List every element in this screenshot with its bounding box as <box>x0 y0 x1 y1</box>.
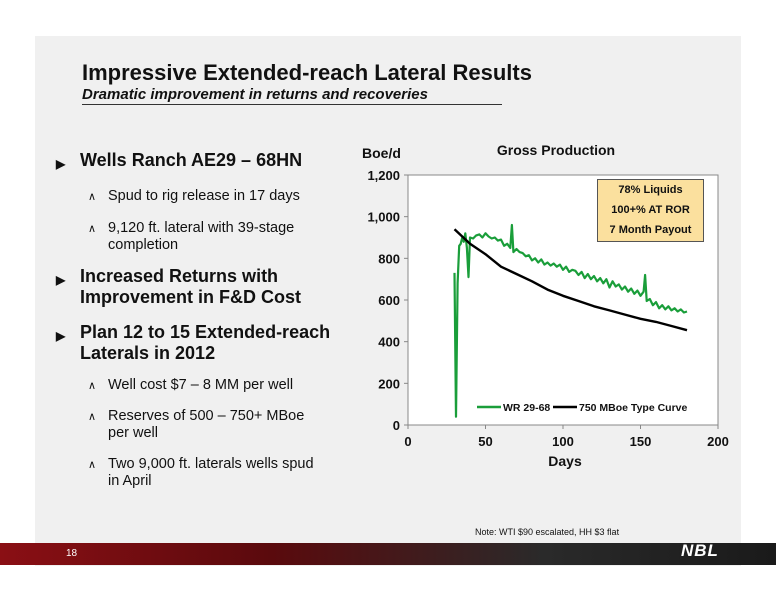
axes: 0 200 400 600 800 1,000 1,200 0 50 100 150 200 <box>367 168 728 449</box>
bullet-chevron-icon: ∧ <box>88 411 97 423</box>
bullet-line: in April <box>108 473 152 489</box>
bullet-line: Reserves of 500 – 750+ MBoe <box>108 408 305 424</box>
results-callout: 78% Liquids 100+% AT ROR 7 Month Payout <box>597 179 704 242</box>
bullet-chevron-icon: ∧ <box>88 459 97 471</box>
page-subtitle: Dramatic improvement in returns and reco… <box>82 86 428 103</box>
bullet-arrow-icon: ▶ <box>56 273 66 287</box>
bullet-text: Reserves of 500 – 750+ MBoe per well <box>108 408 304 442</box>
series-lines <box>453 223 688 418</box>
series-line-type-curve <box>453 228 688 332</box>
bullet-arrow-icon: ▶ <box>56 329 66 343</box>
bullet-text: 9,120 ft. lateral with 39-stage completio… <box>108 220 294 254</box>
bullet-line: Increased Returns with <box>80 266 279 286</box>
chart-title: Gross Production <box>497 142 615 158</box>
bullet-line: 9,120 ft. lateral with 39-stage <box>108 220 295 236</box>
bullet-line: Wells Ranch AE29 – 68HN <box>80 150 303 170</box>
footer-bar <box>0 543 776 565</box>
x-axis-label: Days <box>548 453 582 469</box>
bullet-line: Improvement in F&D Cost <box>80 287 302 307</box>
y-tick-label: 800 <box>378 251 400 266</box>
legend-label: WR 29-68 <box>503 402 550 414</box>
series-line-wr-29-68 <box>453 223 688 418</box>
page-title: Impressive Extended-reach Lateral Result… <box>82 60 532 85</box>
bullet-text: Well cost $7 – 8 MM per well <box>108 377 293 394</box>
bullet-chevron-icon: ∧ <box>88 380 97 392</box>
bullet-line: Spud to rig release in 17 days <box>108 188 300 204</box>
bullet-chevron-icon: ∧ <box>88 223 97 235</box>
callout-payout: 7 Month Payout <box>609 224 692 236</box>
nbl-logo: NBL <box>681 541 719 560</box>
y-tick-label: 200 <box>378 376 400 391</box>
bullet-line: Two 9,000 ft. laterals wells spud <box>108 456 314 472</box>
y-axis-label: Boe/d <box>362 145 401 161</box>
bullet-text: Plan 12 to 15 Extended-reach Laterals in … <box>80 322 330 364</box>
bullet-chevron-icon: ∧ <box>88 191 97 203</box>
chart-legend: WR 29-68 750 MBoe Type Curve <box>477 402 688 414</box>
bullet-line: completion <box>108 237 179 253</box>
footnote: Note: WTI $90 escalated, HH $3 flat <box>475 527 620 537</box>
bullet-line: Well cost $7 – 8 MM per well <box>108 377 294 393</box>
x-tick-label: 0 <box>404 434 411 449</box>
bullet-text: Wells Ranch AE29 – 68HN <box>80 150 302 171</box>
x-tick-label: 50 <box>478 434 492 449</box>
x-tick-label: 150 <box>630 434 652 449</box>
bullet-line: Laterals in 2012 <box>80 343 216 363</box>
bullet-line: per well <box>108 425 158 441</box>
legend-label: 750 MBoe Type Curve <box>579 402 688 414</box>
x-tick-label: 100 <box>552 434 574 449</box>
bullet-text: Spud to rig release in 17 days <box>108 188 300 205</box>
bullet-text: Increased Returns with Improvement in F&D… <box>80 266 301 308</box>
bullet-arrow-icon: ▶ <box>56 157 66 171</box>
callout-liquids: 78% Liquids <box>618 184 683 196</box>
page-number: 18 <box>66 548 78 559</box>
y-tick-label: 0 <box>393 418 400 433</box>
title-underline <box>82 104 502 105</box>
y-tick-label: 600 <box>378 293 400 308</box>
y-tick-label: 1,000 <box>367 210 400 225</box>
x-tick-label: 200 <box>707 434 729 449</box>
callout-ror: 100+% AT ROR <box>611 204 690 216</box>
y-tick-label: 1,200 <box>367 168 400 183</box>
y-tick-label: 400 <box>378 335 400 350</box>
bullet-text: Two 9,000 ft. laterals wells spud in Apri… <box>108 456 314 490</box>
bullet-line: Plan 12 to 15 Extended-reach <box>80 322 331 342</box>
